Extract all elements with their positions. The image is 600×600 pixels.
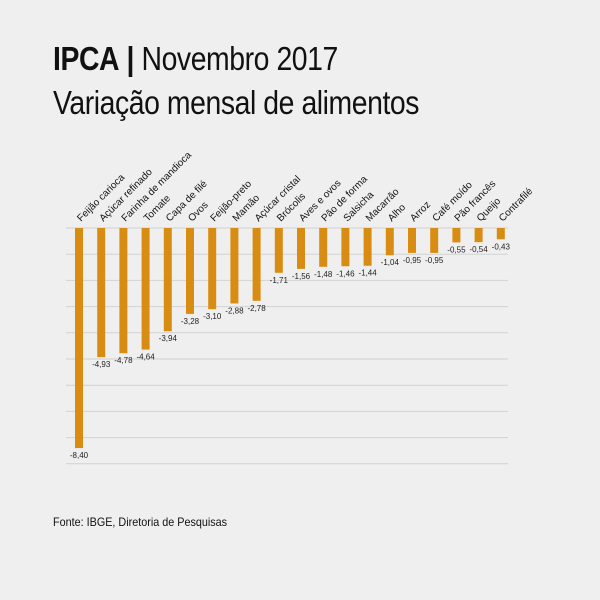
source-note: Fonte: IBGE, Diretoria de Pesquisas xyxy=(53,515,228,529)
value-label: -1,71 xyxy=(270,276,289,285)
bar xyxy=(319,228,328,267)
value-label: -1,48 xyxy=(314,270,333,279)
bar xyxy=(430,228,439,253)
value-label: -1,04 xyxy=(381,258,400,267)
value-label: -0,55 xyxy=(447,245,466,254)
bar xyxy=(119,228,128,354)
value-label: -3,94 xyxy=(159,334,178,343)
value-label: -2,78 xyxy=(247,304,266,313)
value-label: -3,10 xyxy=(203,312,222,321)
value-labels: -8,40 -4,93 -4,78 -4,64 -3,94-3,28-3,10-2,88… xyxy=(70,242,511,460)
bar xyxy=(297,228,305,269)
bar xyxy=(75,228,83,449)
bar xyxy=(230,228,239,304)
chart-subtitle: Variação mensal de alimentos xyxy=(53,84,420,121)
category-label: Contrafilé xyxy=(497,186,535,224)
bar xyxy=(385,228,394,256)
bar xyxy=(341,228,350,267)
value-label: -0,95 xyxy=(425,256,444,265)
value-label: -3,28 xyxy=(181,317,200,326)
bar xyxy=(186,228,194,314)
value-label: -4,64 xyxy=(136,353,155,362)
value-label: -2,88 xyxy=(225,306,244,315)
value-label: -1,44 xyxy=(358,269,377,278)
bar xyxy=(363,228,372,266)
bar xyxy=(408,228,416,253)
value-label: -8,40 xyxy=(70,451,89,460)
bar xyxy=(141,228,150,350)
bar xyxy=(163,228,172,332)
value-label: -1,56 xyxy=(292,272,311,281)
bar xyxy=(452,228,461,243)
value-label: -0,54 xyxy=(469,245,488,254)
bar xyxy=(496,228,505,240)
title-bold: IPCA xyxy=(53,40,120,77)
chart-title: IPCA | Novembro 2017 xyxy=(53,40,338,78)
title-separator: | xyxy=(126,40,135,77)
bar xyxy=(274,228,283,273)
value-label: -4,78 xyxy=(114,356,133,365)
value-label: -0,95 xyxy=(403,256,422,265)
bar xyxy=(252,228,261,301)
value-label: -1,46 xyxy=(336,269,355,278)
bars xyxy=(75,228,505,449)
value-label: -4,93 xyxy=(92,360,111,369)
bar xyxy=(97,228,106,358)
category-label: Arroz xyxy=(408,199,433,224)
title-rest: Novembro 2017 xyxy=(141,40,339,77)
bar xyxy=(208,228,217,310)
bar xyxy=(474,228,483,243)
value-label: -0,43 xyxy=(492,242,511,251)
